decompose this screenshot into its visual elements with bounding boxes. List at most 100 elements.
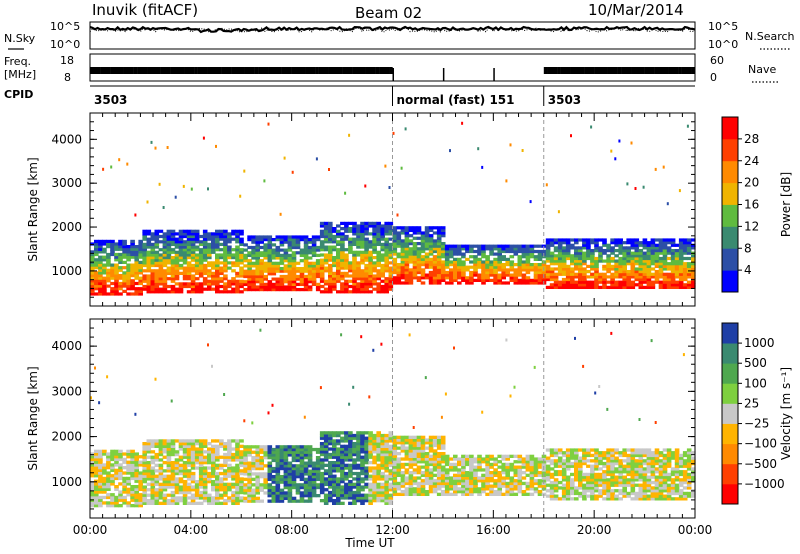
- echo-cell: [348, 402, 351, 406]
- echo-cell: [182, 480, 188, 484]
- echo-cell: [428, 260, 434, 264]
- echo-cell: [110, 271, 115, 275]
- echo-cell: [529, 457, 535, 461]
- echo-cell: [590, 238, 595, 242]
- echo-cell: [412, 260, 418, 264]
- echo-cell: [207, 477, 212, 481]
- echo-cell: [170, 263, 176, 268]
- echo-cell: [190, 240, 196, 244]
- echo-cell: [384, 442, 389, 446]
- echo-cell: [457, 476, 462, 480]
- echo-cell: [388, 439, 394, 443]
- echo-cell: [565, 277, 571, 282]
- echo-cell: [420, 435, 426, 439]
- colorbar-swatch: [722, 248, 738, 271]
- echo-cell: [525, 257, 531, 261]
- echo-cell: [114, 274, 119, 278]
- echo-cell: [255, 256, 260, 260]
- echo-cell: [420, 239, 426, 243]
- echo-cell: [408, 484, 414, 488]
- echo-cell: [130, 271, 135, 275]
- echo-cell: [396, 471, 402, 475]
- echo-cell: [340, 284, 345, 289]
- echo-cell: [400, 438, 406, 442]
- freq-bar: [291, 67, 296, 74]
- echo-cell: [170, 463, 176, 467]
- echo-cell: [311, 235, 317, 239]
- echo-cell: [545, 459, 551, 463]
- echo-cell: [574, 249, 579, 253]
- echo-cell: [388, 186, 391, 189]
- echo-cell: [638, 280, 644, 284]
- echo-cell: [420, 257, 426, 261]
- echo-cell: [634, 270, 640, 274]
- echo-cell: [408, 226, 414, 230]
- echo-cell: [235, 480, 240, 484]
- echo-cell: [626, 254, 631, 258]
- echo-cell: [545, 277, 551, 282]
- echo-cell: [279, 269, 285, 273]
- echo-cell: [364, 250, 369, 254]
- echo-cell: [396, 487, 402, 491]
- echo-cell: [255, 475, 260, 479]
- echo-cell: [162, 450, 168, 454]
- echo-cell: [364, 271, 369, 275]
- echo-cell: [408, 457, 414, 461]
- echo-cell: [311, 240, 317, 244]
- echo-cell: [541, 484, 547, 488]
- freq-bars: [90, 67, 696, 81]
- echo-cell: [691, 267, 696, 271]
- echo-cell: [598, 254, 603, 258]
- echo-cell: [432, 443, 438, 448]
- echo-cell: [251, 458, 256, 463]
- echo-cell: [549, 256, 555, 261]
- echo-cell: [622, 256, 627, 261]
- echo-cell: [291, 274, 297, 279]
- echo-cell: [243, 447, 248, 452]
- echo-cell: [126, 504, 131, 508]
- echo-cell: [239, 250, 244, 254]
- echo-cell: [182, 496, 188, 500]
- echo-cell: [118, 245, 123, 249]
- echo-cell: [158, 474, 164, 478]
- echo-cell: [678, 280, 684, 284]
- echo-cell: [275, 472, 281, 476]
- echo-cell: [114, 268, 119, 272]
- echo-cell: [364, 431, 369, 435]
- echo-cell: [90, 276, 95, 280]
- echo-cell: [384, 263, 389, 268]
- echo-cell: [420, 242, 426, 246]
- echo-cell: [223, 501, 228, 505]
- echo-cell: [323, 439, 329, 443]
- echo-cell: [267, 264, 273, 268]
- echo-cell: [485, 462, 490, 467]
- echo-cell: [291, 288, 297, 292]
- echo-cell: [190, 234, 196, 239]
- echo-cell: [319, 463, 325, 467]
- echo-cell: [537, 252, 543, 256]
- echo-cell: [545, 470, 551, 474]
- echo-cell: [509, 249, 515, 254]
- echo-cell: [557, 259, 563, 263]
- echo-cell: [174, 282, 180, 286]
- echo-cell: [255, 466, 260, 471]
- echo-cell: [436, 249, 442, 254]
- echo-cell: [263, 450, 268, 454]
- echo-cell: [166, 501, 172, 505]
- echo-cell: [162, 256, 168, 260]
- echo-cell: [215, 248, 220, 252]
- echo-cell: [239, 266, 244, 270]
- echo-cell: [162, 499, 168, 503]
- echo-cell: [259, 261, 264, 265]
- echo-cell: [90, 457, 95, 462]
- echo-cell: [202, 232, 208, 236]
- echo-cell: [416, 465, 422, 469]
- echo-cell: [408, 255, 414, 259]
- echo-cell: [658, 270, 664, 274]
- echo-cell: [134, 274, 139, 278]
- echo-cell: [98, 279, 103, 283]
- echo-cell: [299, 464, 305, 468]
- echo-cell: [319, 436, 325, 440]
- echo-cell: [134, 474, 139, 478]
- echo-cell: [271, 288, 277, 292]
